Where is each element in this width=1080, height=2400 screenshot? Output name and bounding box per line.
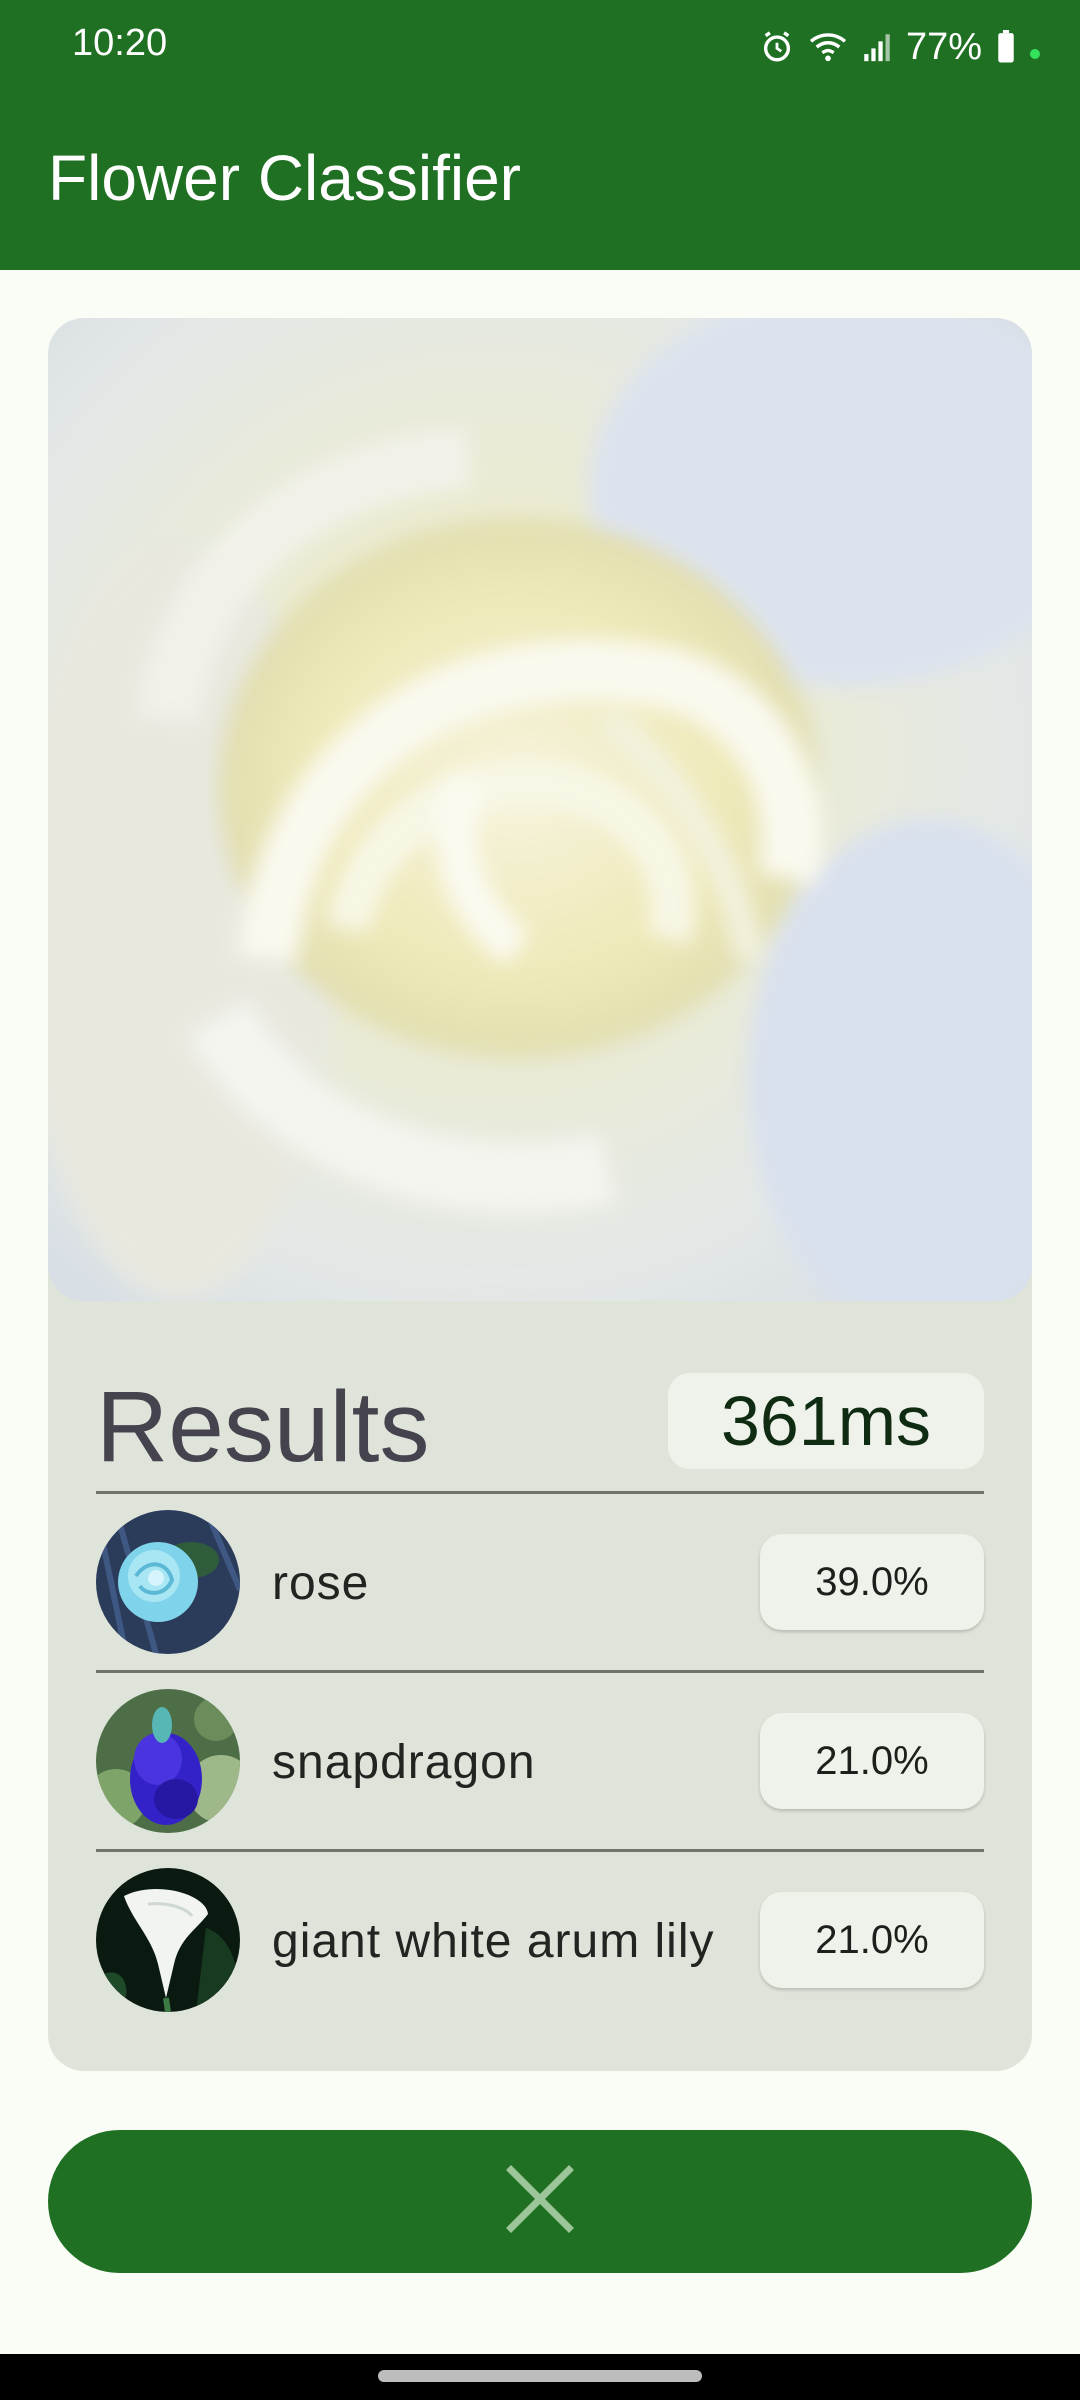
result-label: giant white arum lily [272,1915,715,1968]
divider [96,1491,984,1494]
flower-photo [48,318,1032,1301]
divider [96,1670,984,1673]
snapdragon-thumbnail [96,1689,240,1833]
arum-lily-thumbnail [96,1868,240,2012]
confidence-chip: 21.0% [760,1713,984,1809]
divider [96,1849,984,1852]
results-title: Results [96,1371,430,1483]
result-card: Results 361ms rose 39.0% [48,318,1032,2071]
inference-time-badge: 361ms [668,1373,984,1469]
status-icons: 77% [760,22,1040,72]
signal-icon [862,30,892,64]
privacy-indicator [1030,49,1040,59]
result-row-rose: rose 39.0% [96,1494,984,1670]
system-nav-bar [0,2354,1080,2400]
status-bar: 10:20 77% [0,0,1080,95]
status-time: 10:20 [72,22,168,64]
battery-text: 77% [905,25,982,68]
result-row-giant-white-arum-lily: giant white arum lily 21.0% [96,1852,984,2028]
result-label: snapdragon [272,1736,536,1789]
rose-thumbnail [96,1510,240,1654]
close-button[interactable] [48,2130,1032,2273]
alarm-icon [760,30,794,64]
close-icon [505,2164,575,2239]
app-bar: Flower Classifier [0,95,1080,270]
result-row-snapdragon: snapdragon 21.0% [96,1673,984,1849]
home-gesture-handle[interactable] [378,2370,702,2382]
app-title: Flower Classifier [48,142,521,214]
wifi-icon [808,30,848,64]
result-label: rose [272,1557,370,1610]
confidence-chip: 39.0% [760,1534,984,1630]
confidence-chip: 21.0% [760,1892,984,1988]
battery-icon [996,30,1016,64]
